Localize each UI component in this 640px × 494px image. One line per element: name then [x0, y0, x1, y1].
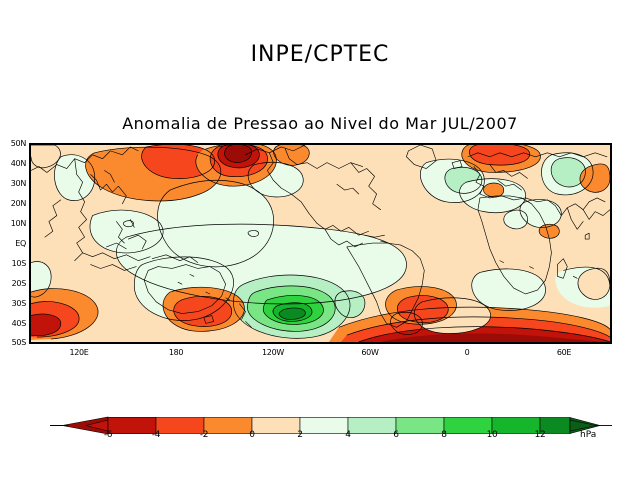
ytick-label: 20S: [11, 279, 27, 288]
colorbar-tick-label: 10: [486, 430, 498, 440]
anomaly-contour-map: [31, 145, 610, 342]
ytick-label: 40N: [10, 159, 27, 168]
ytick-label: 30S: [11, 299, 27, 308]
colorbar-tick-label: 0: [249, 430, 255, 440]
xtick-label: 120W: [262, 348, 284, 357]
map-plot-area: [29, 143, 612, 344]
ytick-label: 40S: [11, 319, 27, 328]
page-title: INPE/CPTEC: [250, 42, 390, 67]
contour-fills: [31, 145, 610, 342]
ytick-label: 20N: [10, 199, 27, 208]
xtick-label: 60E: [556, 348, 572, 357]
colorbar-tick-label: 2: [297, 430, 303, 440]
colorbar-unit-label: hPa: [580, 430, 597, 440]
colorbar-swatches: [50, 416, 612, 434]
xtick-label: 120E: [69, 348, 89, 357]
colorbar-tick-label: 8: [441, 430, 447, 440]
xtick-label: 0: [464, 348, 470, 357]
colorbar-tick-label: 12: [534, 430, 546, 440]
ytick-label: 50S: [11, 338, 27, 347]
ytick-label: EQ: [15, 239, 26, 248]
chart-subtitle: Anomalia de Pressao ao Nivel do Mar JUL/…: [122, 114, 518, 133]
ytick-label: 10S: [11, 259, 27, 268]
ytick-label: 10N: [10, 219, 27, 228]
ytick-label: 30N: [10, 179, 27, 188]
xtick-label: 180: [168, 348, 184, 357]
ytick-label: 50N: [10, 139, 27, 148]
colorbar-tick-label: -2: [199, 430, 209, 440]
colorbar-tick-label: 4: [345, 430, 351, 440]
colorbar-tick-label: 6: [393, 430, 399, 440]
xtick-label: 60W: [361, 348, 379, 357]
colorbar: -6 -4 -2 0 2 4 6 8 10 12 hPa: [0, 404, 640, 460]
coastlines: [31, 145, 610, 328]
colorbar-tick-label: -6: [103, 430, 113, 440]
colorbar-tick-label: -4: [151, 430, 161, 440]
